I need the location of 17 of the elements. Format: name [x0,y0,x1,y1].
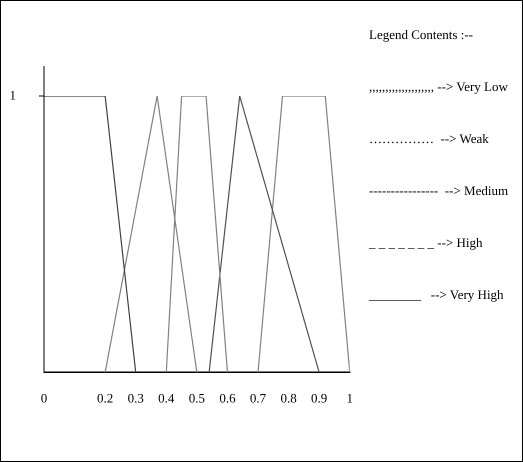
text: ________ --> Very High [369,287,505,304]
x-tick-label: 0.2 [97,390,114,406]
text: …………… --> Weak [369,131,490,148]
x-tick-label: 0.4 [158,390,175,406]
text: 1 [10,87,16,102]
text: Legend Contents :-- [369,27,474,44]
x-tick-label: 0.3 [128,390,144,406]
x-tick-label: 0.7 [250,390,267,406]
x-tick-label: 0.9 [311,390,328,406]
text: ,,,,,,,,,,,,,,,,,,,, --> Very Low [369,79,508,96]
x-tick-label: 0.8 [280,390,297,406]
x-tick-label: 0 [40,390,48,406]
text: _ _ _ _ _ _ _ --> High [369,235,484,252]
x-tick-label: 0.6 [219,390,236,406]
x-tick-label: 1 [346,390,353,406]
x-tick-label: 0.5 [188,390,205,406]
text: ---------------- --> Medium [369,183,508,200]
